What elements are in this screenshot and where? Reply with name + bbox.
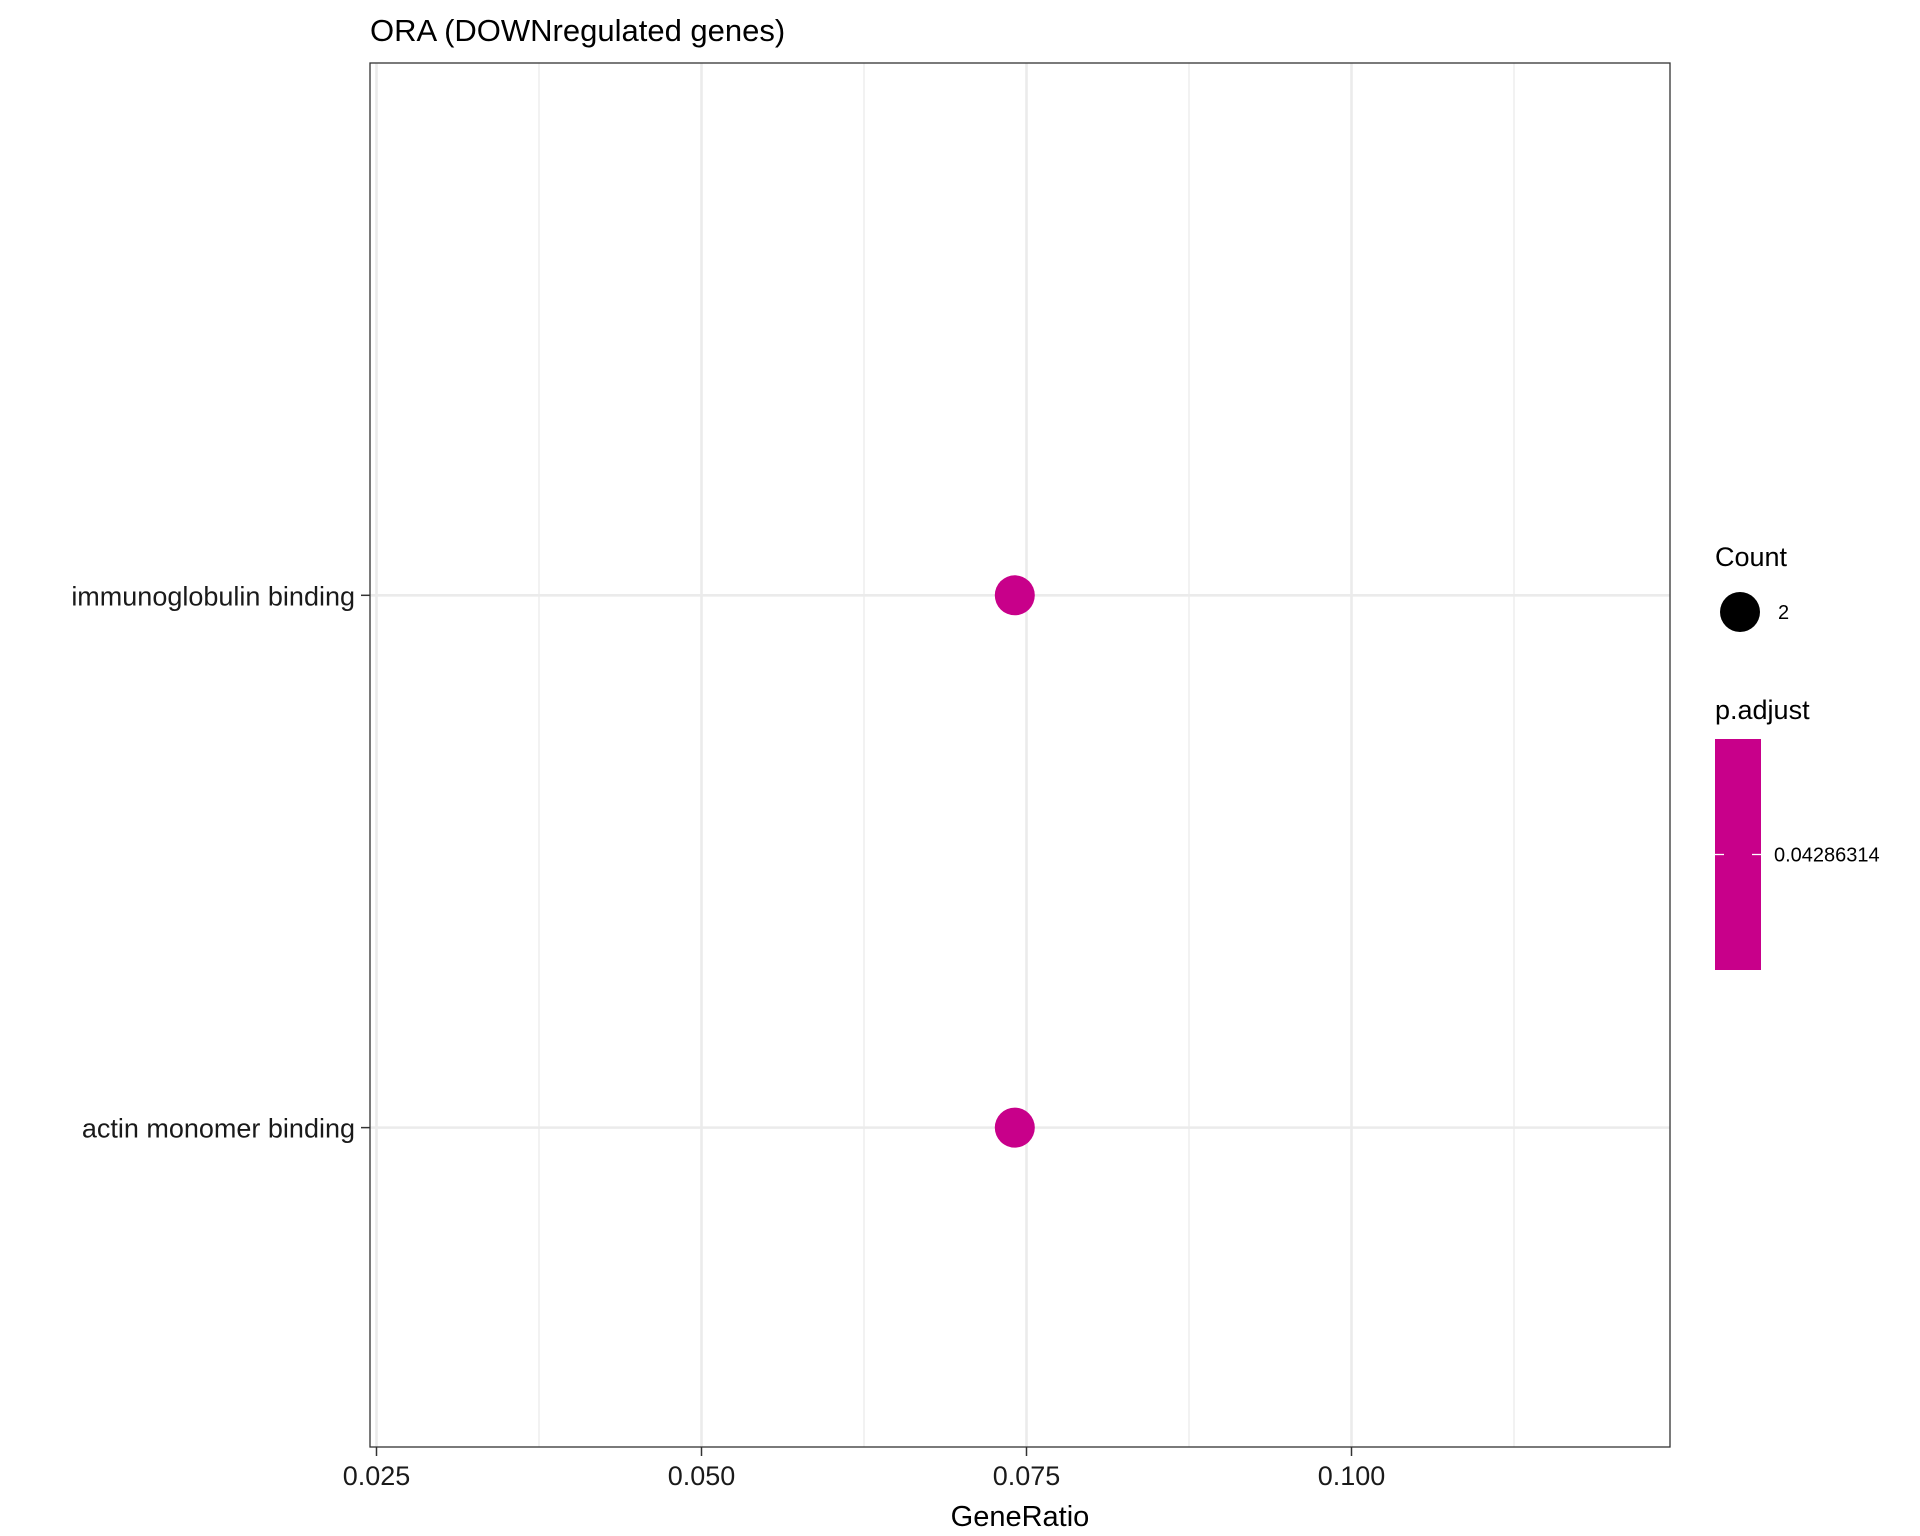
- legend: Count 2 p.adjust 0.04286314: [1715, 542, 1880, 970]
- y-tick-label: actin monomer binding: [82, 1114, 355, 1144]
- legend-count-title: Count: [1715, 542, 1788, 572]
- minor-gridlines: [538, 63, 1515, 1447]
- y-tick-label: immunoglobulin binding: [71, 581, 355, 611]
- panel-border: [369, 62, 1671, 1448]
- panel-background: [370, 63, 1670, 1447]
- legend-count-label: 2: [1778, 602, 1789, 624]
- x-tick-label: 0.025: [343, 1461, 411, 1491]
- x-tick-label: 0.050: [668, 1461, 736, 1491]
- x-tick-label: 0.100: [1318, 1461, 1386, 1491]
- plot-panel: [369, 62, 1671, 1448]
- x-axis-title: GeneRatio: [951, 1501, 1090, 1533]
- legend-padjust-title: p.adjust: [1715, 695, 1810, 725]
- data-points: [994, 575, 1035, 1148]
- legend-padjust-label: 0.04286314: [1774, 845, 1880, 867]
- x-tick-label: 0.075: [993, 1461, 1061, 1491]
- y-axis: immunoglobulin binding actin monomer bind…: [71, 581, 370, 1144]
- legend-count-key: [1720, 592, 1760, 632]
- data-point: [994, 1107, 1035, 1148]
- legend-padjust-entries: 0.04286314: [1715, 845, 1880, 867]
- x-axis: 0.025 0.050 0.075 0.100: [343, 1447, 1386, 1491]
- chart-title: ORA (DOWNregulated genes): [370, 13, 785, 48]
- legend-count-entries: 2: [1720, 592, 1789, 632]
- data-point: [994, 575, 1035, 616]
